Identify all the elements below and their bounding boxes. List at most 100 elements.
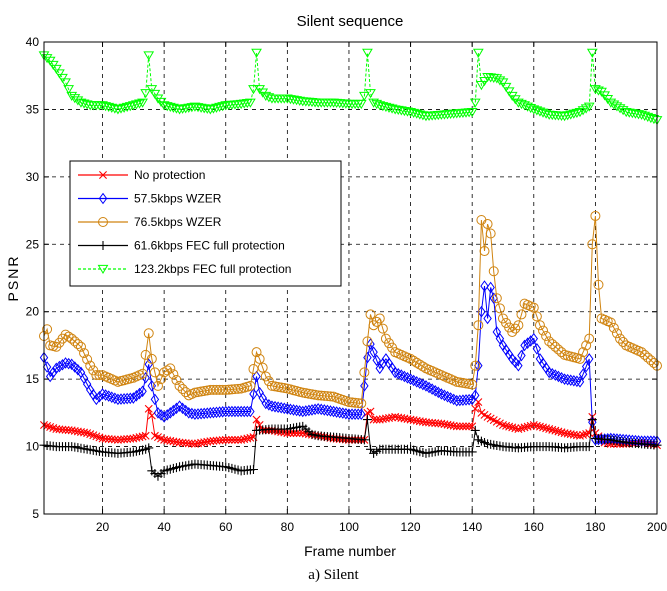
data-point bbox=[248, 85, 259, 95]
data-point bbox=[203, 407, 212, 419]
data-point bbox=[362, 48, 373, 58]
data-point bbox=[554, 370, 563, 383]
data-point bbox=[645, 355, 656, 366]
data-point bbox=[403, 415, 412, 424]
data-point bbox=[286, 429, 295, 438]
data-point bbox=[544, 336, 555, 347]
data-point bbox=[353, 408, 363, 421]
data-point bbox=[532, 342, 542, 355]
data-point bbox=[209, 406, 218, 419]
data-point bbox=[403, 371, 412, 384]
data-point bbox=[485, 228, 496, 239]
data-point bbox=[98, 388, 107, 400]
data-point bbox=[540, 109, 552, 119]
x-tick-label: 60 bbox=[219, 520, 233, 534]
data-point bbox=[320, 404, 329, 416]
data-point bbox=[474, 359, 483, 372]
data-point bbox=[409, 416, 418, 425]
data-point bbox=[378, 415, 387, 424]
data-point bbox=[80, 428, 89, 437]
data-point bbox=[397, 413, 406, 422]
data-point bbox=[375, 362, 384, 375]
data-point bbox=[362, 336, 373, 347]
data-point bbox=[584, 333, 595, 344]
data-point bbox=[572, 431, 581, 440]
data-point bbox=[113, 435, 122, 444]
data-point bbox=[248, 464, 258, 474]
data-point bbox=[196, 407, 206, 420]
legend-marker bbox=[98, 217, 108, 227]
data-point bbox=[593, 86, 604, 96]
data-point bbox=[451, 376, 462, 387]
data-point bbox=[360, 380, 369, 392]
data-point bbox=[98, 434, 107, 443]
data-point bbox=[548, 425, 557, 434]
data-point bbox=[362, 415, 372, 425]
data-point bbox=[395, 106, 407, 116]
data-point bbox=[528, 302, 539, 313]
series-1 bbox=[40, 398, 661, 450]
data-point bbox=[571, 108, 583, 118]
data-point bbox=[186, 103, 198, 113]
y-tick-label: 30 bbox=[26, 170, 40, 184]
legend-entry: No protection bbox=[78, 168, 205, 182]
legend-label: 57.5kbps WZER bbox=[134, 192, 222, 206]
data-point bbox=[338, 407, 348, 419]
data-point bbox=[480, 280, 489, 292]
data-point bbox=[449, 393, 458, 406]
data-point bbox=[578, 347, 589, 358]
data-point bbox=[218, 436, 227, 445]
data-point bbox=[545, 425, 554, 434]
data-point bbox=[560, 429, 569, 438]
data-point bbox=[261, 397, 271, 410]
data-point bbox=[425, 418, 434, 427]
data-point bbox=[397, 369, 406, 381]
x-tick-label: 180 bbox=[585, 520, 605, 534]
data-point bbox=[163, 436, 172, 445]
data-point bbox=[394, 367, 403, 380]
data-point bbox=[60, 78, 71, 88]
data-point bbox=[122, 392, 132, 405]
data-point bbox=[230, 435, 239, 444]
data-point bbox=[147, 380, 157, 392]
data-point bbox=[443, 390, 452, 403]
data-point bbox=[119, 393, 129, 405]
legend-marker bbox=[98, 241, 108, 250]
data-point bbox=[332, 406, 341, 418]
data-point bbox=[177, 104, 188, 114]
data-point bbox=[366, 407, 375, 416]
data-point bbox=[69, 336, 80, 347]
data-point bbox=[281, 94, 293, 104]
data-point bbox=[507, 326, 518, 337]
data-point bbox=[107, 391, 116, 404]
data-point bbox=[310, 403, 320, 416]
data-point bbox=[630, 109, 641, 119]
data-point bbox=[464, 393, 474, 406]
data-point bbox=[495, 332, 505, 345]
data-point bbox=[440, 420, 449, 429]
data-point bbox=[78, 99, 90, 109]
data-point bbox=[195, 103, 207, 113]
data-point bbox=[392, 105, 404, 116]
data-point bbox=[470, 425, 480, 435]
data-point bbox=[75, 341, 86, 352]
data-point bbox=[251, 48, 262, 58]
data-point bbox=[400, 370, 409, 383]
data-point bbox=[514, 359, 523, 372]
plot-frame bbox=[43, 41, 658, 515]
data-point bbox=[588, 416, 597, 429]
data-point bbox=[193, 387, 204, 398]
data-point bbox=[174, 380, 185, 391]
data-point bbox=[365, 89, 376, 99]
data-point bbox=[576, 431, 584, 440]
data-point bbox=[66, 333, 77, 344]
data-point bbox=[380, 102, 392, 113]
data-point bbox=[230, 405, 240, 418]
data-point bbox=[554, 427, 563, 436]
data-point bbox=[551, 369, 560, 381]
data-point bbox=[421, 418, 430, 427]
data-point bbox=[221, 405, 230, 418]
data-point bbox=[69, 94, 81, 104]
data-point bbox=[104, 435, 113, 444]
data-point bbox=[437, 388, 446, 400]
